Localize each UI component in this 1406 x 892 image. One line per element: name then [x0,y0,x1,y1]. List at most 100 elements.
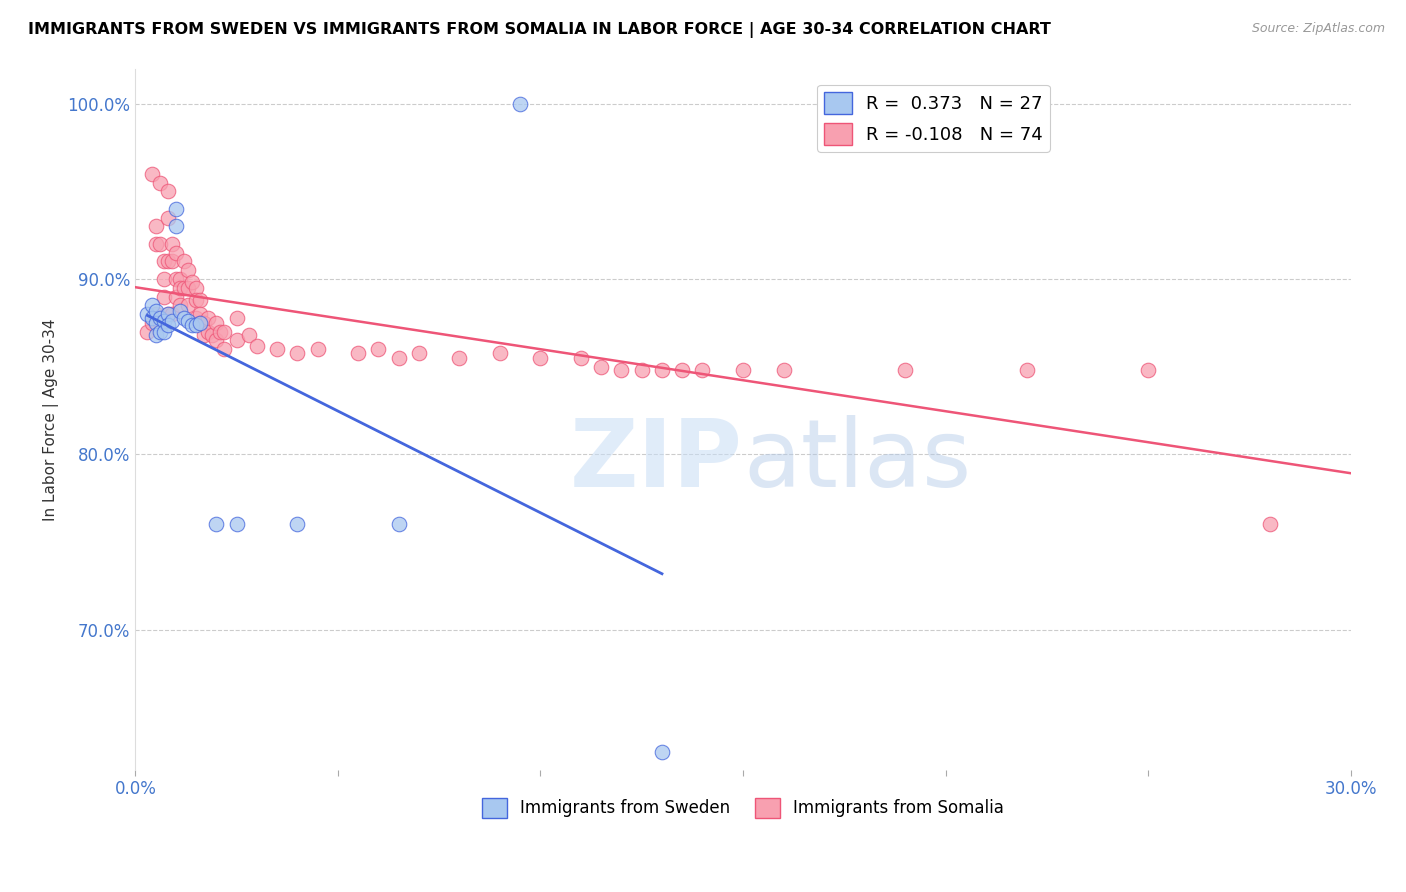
Point [173,254,195,268]
Point [225,310,247,325]
Point [149,236,172,251]
Point [307,342,329,356]
Point [184,310,207,325]
Point [285,517,308,532]
Point [173,310,195,325]
Point [197,325,219,339]
Point [136,307,159,321]
Point [193,316,215,330]
Point [156,307,179,321]
Point [529,351,551,365]
Text: ZIP: ZIP [569,416,742,508]
Point [145,236,167,251]
Point [188,316,211,330]
Point [156,318,179,332]
Point [692,363,714,377]
Point [165,219,187,234]
Point [152,254,174,268]
Point [156,307,179,321]
Point [152,272,174,286]
Point [177,314,200,328]
Point [141,310,163,325]
Point [149,325,172,339]
Point [388,517,411,532]
Point [165,272,187,286]
Point [193,328,215,343]
Point [209,325,232,339]
Point [489,345,512,359]
Point [177,281,200,295]
Point [141,167,163,181]
Point [184,281,207,295]
Point [214,325,236,339]
Point [205,316,228,330]
Point [188,316,211,330]
Point [169,281,191,295]
Point [152,289,174,303]
Point [169,272,191,286]
Point [569,351,592,365]
Point [651,363,673,377]
Point [181,318,204,332]
Point [509,96,531,111]
Point [149,316,172,330]
Text: atlas: atlas [742,416,972,508]
Point [188,293,211,307]
Point [225,517,247,532]
Point [388,351,411,365]
Point [141,298,163,312]
Point [145,303,167,318]
Legend: Immigrants from Sweden, Immigrants from Somalia: Immigrants from Sweden, Immigrants from … [475,791,1011,825]
Point [156,211,179,225]
Point [225,334,247,348]
Point [894,363,917,377]
Text: Source: ZipAtlas.com: Source: ZipAtlas.com [1251,22,1385,36]
Point [1137,363,1160,377]
Point [214,342,236,356]
Point [201,328,224,343]
Point [160,307,183,321]
Point [156,254,179,268]
Point [1015,363,1038,377]
Point [671,363,693,377]
Point [177,298,200,312]
Point [246,338,269,352]
Point [205,517,228,532]
Point [285,345,308,359]
Point [205,334,228,348]
Point [591,359,613,374]
Point [1258,517,1281,532]
Point [169,298,191,312]
Point [165,289,187,303]
Point [160,254,183,268]
Point [266,342,288,356]
Point [152,314,174,328]
Point [197,310,219,325]
Point [772,363,794,377]
Point [731,363,754,377]
Point [165,202,187,216]
Point [449,351,471,365]
Point [152,325,174,339]
Point [156,184,179,198]
Point [181,276,204,290]
Point [149,176,172,190]
Y-axis label: In Labor Force | Age 30-34: In Labor Force | Age 30-34 [44,318,59,521]
Point [367,342,389,356]
Point [145,307,167,321]
Point [188,307,211,321]
Point [149,310,172,325]
Point [651,746,673,760]
Point [160,236,183,251]
Point [630,363,652,377]
Point [141,316,163,330]
Point [145,316,167,330]
Point [184,318,207,332]
Point [610,363,633,377]
Point [408,345,430,359]
Point [238,328,260,343]
Point [184,293,207,307]
Point [165,245,187,260]
Point [347,345,370,359]
Point [169,303,191,318]
